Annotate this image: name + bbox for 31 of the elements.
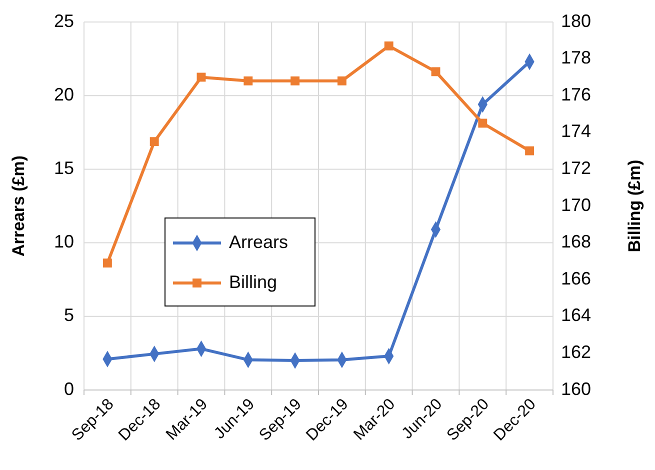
- y-tick-label: 15: [54, 158, 74, 178]
- point: [244, 76, 253, 86]
- point: [525, 146, 534, 156]
- y-tick-label: 0: [64, 378, 74, 399]
- legend-label: Arrears: [229, 232, 288, 252]
- y2-tick-label: 178: [561, 48, 592, 68]
- y-tick-label: 25: [54, 10, 74, 31]
- y2-tick-label: 164: [561, 305, 592, 326]
- y-axis-title: Arrears (£m): [9, 155, 28, 257]
- point: [150, 137, 159, 146]
- y2-tick-label: 180: [561, 10, 592, 31]
- point: [102, 258, 112, 268]
- legend-label: Billing: [229, 272, 278, 292]
- y-tick-label: 20: [54, 84, 74, 104]
- point: [290, 76, 300, 86]
- y2-tick-label: 174: [561, 121, 592, 142]
- point: [431, 67, 440, 76]
- point: [478, 118, 488, 128]
- y2-tick-label: 160: [561, 378, 592, 399]
- y2-axis-title: Billing (£m): [625, 160, 644, 252]
- y2-tick-label: 170: [561, 194, 592, 215]
- y2-tick-label: 162: [561, 342, 592, 362]
- y-tick-label: 5: [64, 305, 74, 326]
- y2-tick-label: 166: [561, 268, 592, 288]
- y2-tick-label: 172: [561, 158, 592, 178]
- point: [384, 41, 394, 50]
- y2-tick-label: 168: [561, 232, 592, 252]
- y2-tick-label: 176: [561, 84, 592, 104]
- point: [337, 76, 346, 86]
- y-tick-label: 10: [54, 232, 74, 252]
- point: [196, 72, 206, 82]
